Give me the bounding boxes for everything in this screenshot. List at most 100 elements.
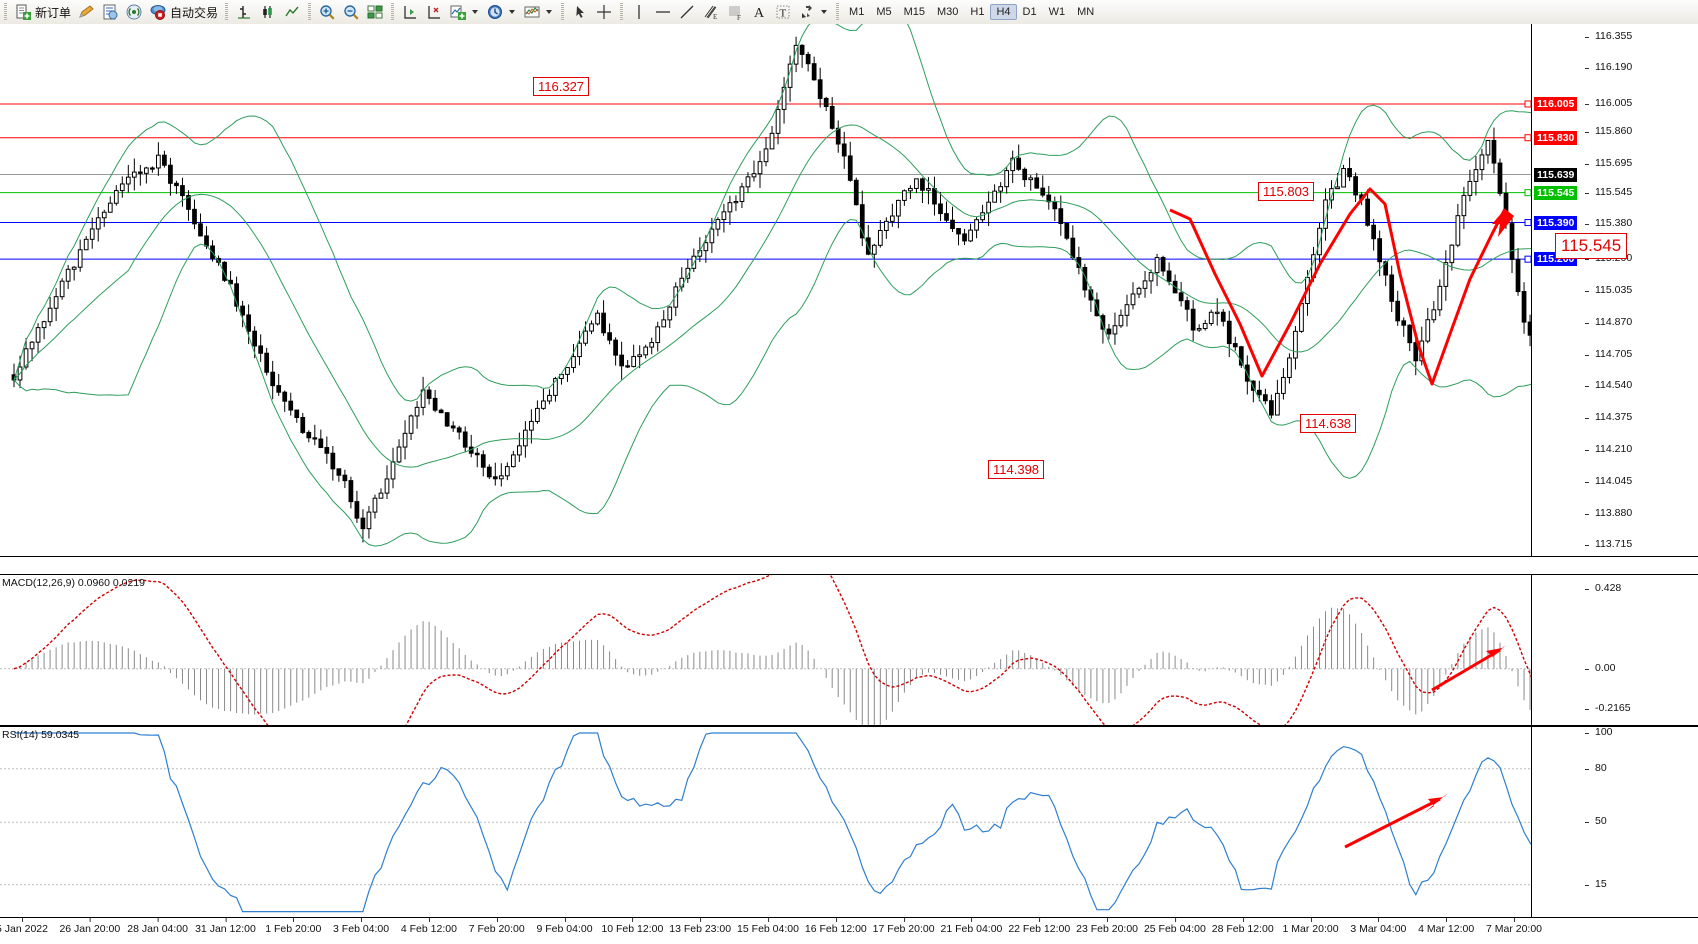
time-axis[interactable]: 5 Jan 2022 26 Jan 20:00 28 Jan 04:00 31 Jan…	[0, 917, 1698, 944]
chart-annotation[interactable]: 116.327	[533, 77, 590, 96]
templates-button[interactable]	[520, 1, 557, 23]
price-chart-svg	[0, 24, 1532, 547]
equidistant-channel-button[interactable]: E	[699, 1, 723, 23]
tile-windows-button[interactable]	[363, 1, 387, 23]
add-indicator-caret-icon[interactable]	[472, 10, 479, 14]
signals-button[interactable]	[122, 1, 146, 23]
price-level-label[interactable]: 116.005	[1534, 96, 1578, 111]
timeframe-d1[interactable]: D1	[1022, 6, 1037, 18]
time-tick: 7 Feb 20:00	[468, 918, 525, 935]
horizontal-line-icon	[654, 3, 672, 21]
arrows-caret-icon[interactable]	[821, 10, 828, 14]
candlestick-icon	[259, 3, 277, 21]
rsi-axis[interactable]: 100 80 50 15	[1531, 726, 1698, 917]
toolbar-separator-2	[308, 3, 312, 21]
chart-shift-button[interactable]	[398, 1, 422, 23]
expert-advisor-button[interactable]	[74, 1, 98, 23]
toolbar-separator-1	[225, 3, 229, 21]
time-tick: 13 Feb 23:00	[669, 918, 732, 935]
timeframe-mn[interactable]: MN	[1077, 6, 1095, 18]
price-level-label[interactable]: 115.390	[1534, 215, 1578, 230]
signals-icon	[125, 3, 143, 21]
zoom-out-button[interactable]	[339, 1, 363, 23]
text-label-button[interactable]: T	[771, 1, 795, 23]
bar-chart-button[interactable]	[232, 1, 256, 23]
period-button[interactable]	[483, 1, 520, 23]
bar-chart-icon	[235, 3, 253, 21]
macd-axis[interactable]: 0.428 0.00 -0.2165	[1531, 575, 1698, 725]
crosshair-tool-button[interactable]	[592, 1, 616, 23]
timeframe-h4[interactable]: H4	[990, 4, 1017, 20]
period-caret-icon[interactable]	[509, 10, 516, 14]
trendline-button[interactable]	[675, 1, 699, 23]
macd-pane[interactable]: MACD(12,26,9) 0.0960 0.0219 0.428 0.00 -0.…	[0, 574, 1698, 726]
rsi-plot-area[interactable]	[0, 727, 1532, 917]
timeframe-m15[interactable]: M15	[903, 6, 925, 18]
time-tick: 25 Feb 04:00	[1143, 918, 1206, 935]
chart-annotation[interactable]: 114.638	[1300, 414, 1357, 433]
time-tick: 4 Mar 12:00	[1418, 918, 1475, 935]
time-tick: 22 Feb 12:00	[1008, 918, 1071, 935]
main-toolbar: 新订单	[0, 0, 1698, 25]
time-tick: 9 Feb 04:00	[536, 918, 593, 935]
fibonacci-button[interactable]: F	[723, 1, 747, 23]
cursor-tool-button[interactable]	[568, 1, 592, 23]
autotrading-label: 自动交易	[170, 5, 219, 20]
candlestick-chart-button[interactable]	[256, 1, 280, 23]
fibonacci-icon: F	[726, 3, 744, 21]
vertical-line-button[interactable]	[627, 1, 651, 23]
arrows-icon	[798, 3, 816, 21]
time-tick: 31 Jan 12:00	[195, 918, 256, 935]
chart-annotation[interactable]: 115.803	[1258, 182, 1315, 201]
clock-icon	[486, 3, 504, 21]
time-tick: 1 Feb 20:00	[265, 918, 322, 935]
time-tick: 1 Mar 20:00	[1282, 918, 1339, 935]
time-tick: 5 Jan 2022	[0, 918, 48, 935]
auto-scroll-button[interactable]	[422, 1, 446, 23]
time-tick: 28 Feb 12:00	[1211, 918, 1274, 935]
metaeditor-button[interactable]	[98, 1, 122, 23]
horizontal-line-button[interactable]	[651, 1, 675, 23]
zoom-in-icon	[318, 3, 336, 21]
macd-chart-svg	[0, 575, 1532, 725]
price-level-label[interactable]: 115.830	[1534, 130, 1578, 145]
cursor-icon	[571, 3, 589, 21]
template-icon	[523, 3, 541, 21]
text-tool-button[interactable]: A	[747, 1, 771, 23]
svg-text:T: T	[780, 8, 787, 20]
price-level-label[interactable]: 115.639	[1534, 167, 1578, 182]
chart-annotation[interactable]: 115.545	[1555, 233, 1628, 259]
macd-title: MACD(12,26,9) 0.0960 0.0219	[2, 577, 146, 589]
zoom-out-icon	[342, 3, 360, 21]
timeframe-m30[interactable]: M30	[937, 6, 959, 18]
toolbar-grip[interactable]	[4, 3, 7, 21]
timeframe-m5[interactable]: M5	[876, 6, 892, 18]
autotrading-button[interactable]: 自动交易	[146, 1, 221, 23]
chart-shift-icon	[401, 3, 419, 21]
price-plot-area[interactable]	[0, 24, 1532, 556]
add-indicator-button[interactable]	[446, 1, 483, 23]
timeframe-m1[interactable]: M1	[849, 6, 865, 18]
time-tick: 10 Feb 12:00	[601, 918, 664, 935]
zoom-in-button[interactable]	[315, 1, 339, 23]
new-order-button[interactable]: 新订单	[11, 1, 74, 23]
time-tick: 21 Feb 04:00	[940, 918, 1003, 935]
text-icon: A	[750, 3, 768, 21]
rsi-pane[interactable]: RSI(14) 59.0345 100 80 50 15	[0, 726, 1698, 918]
arrows-tool-button[interactable]	[795, 1, 832, 23]
price-level-label[interactable]: 115.545	[1534, 185, 1578, 200]
timeframe-w1[interactable]: W1	[1048, 6, 1066, 18]
timeframe-h1[interactable]: H1	[970, 6, 985, 18]
rsi-title: RSI(14) 59.0345	[2, 729, 80, 741]
timeframe-group: M1 M5 M15 M30 H1 H4 D1 W1 MN	[843, 4, 1100, 20]
line-chart-icon	[283, 3, 301, 21]
templates-caret-icon[interactable]	[546, 10, 553, 14]
chart-annotation[interactable]: 114.398	[988, 460, 1045, 479]
svg-text:A: A	[754, 6, 765, 21]
metaeditor-icon	[101, 3, 119, 21]
price-axis[interactable]: 116.355 116.190 116.005 115.860 115.695 115.5…	[1531, 24, 1698, 556]
macd-plot-area[interactable]	[0, 575, 1532, 725]
price-chart-pane[interactable]: 116.355 116.190 116.005 115.860 115.695 115.5…	[0, 24, 1698, 557]
line-chart-button[interactable]	[280, 1, 304, 23]
svg-text:E: E	[713, 13, 717, 21]
